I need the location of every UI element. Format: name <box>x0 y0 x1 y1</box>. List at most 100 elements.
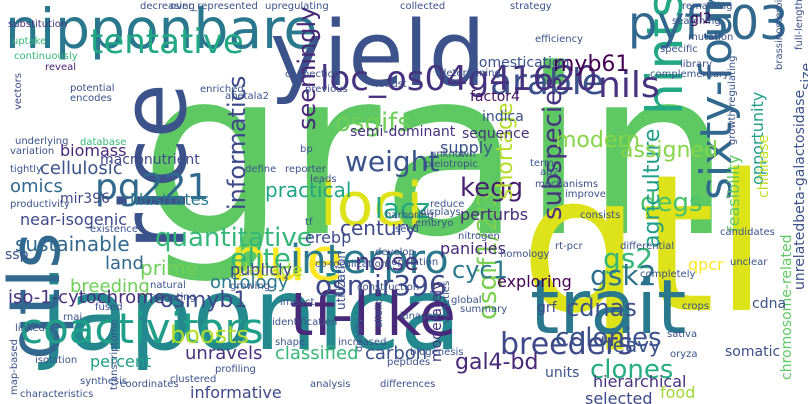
word-library: library <box>680 59 713 70</box>
word-osmir396: osmir396 <box>315 269 447 302</box>
word-japonica: japonica <box>40 256 462 373</box>
word-develop: develop <box>375 247 415 258</box>
word-construction: construction <box>357 282 420 293</box>
word-nipponbare: nipponbare <box>5 0 318 61</box>
word-apetala2: apetala2 <box>225 91 269 102</box>
word-variation: variation <box>10 146 55 157</box>
word-qtl: qtl <box>520 134 768 355</box>
word-isolation: isolation <box>35 355 78 366</box>
word-global: global <box>451 295 482 306</box>
word-synthesis: synthesis <box>80 376 128 387</box>
word-efficiency: efficiency <box>535 34 584 45</box>
word-coactivitors: coactivitors <box>20 304 264 353</box>
word-sequence: sequence <box>462 126 530 142</box>
word-iso-1-cytochrome: iso-1-cytochrome <box>8 287 165 308</box>
word-differential: differential <box>620 241 675 252</box>
word-completely: completely <box>640 269 696 280</box>
word-interpro: interpro <box>290 237 449 283</box>
word-bp: bp <box>300 144 313 155</box>
word-reporter: reporter <box>285 164 326 175</box>
word-osgifs: osgifs <box>335 108 411 138</box>
word-noise: noise <box>355 248 419 276</box>
word-cellulosic: cellulosic <box>40 158 123 179</box>
word-tf: tf <box>305 217 313 228</box>
word-pg221: pg221 <box>95 167 210 208</box>
word-grain: grain <box>140 21 732 288</box>
word-food: food <box>660 383 696 402</box>
word-oryza: oryza <box>670 349 698 360</box>
word-breeders: breeders <box>500 327 634 362</box>
word-percent: percent <box>90 352 152 371</box>
word-targeting: targeting <box>150 292 196 303</box>
word-growing: growing <box>230 281 270 292</box>
word-unknown: unknown <box>430 149 476 160</box>
word-reveal: reveal <box>45 62 77 73</box>
word-decade: decade <box>237 260 303 281</box>
word-gl2: gl2 <box>690 11 712 27</box>
word-specific: specific <box>660 44 698 55</box>
word-selected: selected <box>585 389 653 404</box>
word-differences: differences <box>380 379 436 390</box>
word-shape: shape <box>275 337 306 348</box>
word-term: term <box>530 158 554 169</box>
word-clones: clones <box>590 355 674 385</box>
word-mechanisms: mechanisms <box>535 179 599 190</box>
word-nils: nils <box>598 65 660 106</box>
word-feasibility: feasibility <box>724 154 743 232</box>
word-crops: crops <box>682 301 710 312</box>
word-elite: elite <box>230 242 291 275</box>
word-clustered: clustered <box>170 374 217 385</box>
word-coordinates: coordinates <box>120 379 179 390</box>
word-cyc1: cyc1 <box>452 256 508 284</box>
word-kegg: kegg <box>460 173 524 203</box>
word-productivity: productivity <box>10 199 70 210</box>
word-potential: potential <box>70 83 115 94</box>
word-searching: searching <box>672 16 721 27</box>
word-sustainable: sustainable <box>15 232 130 256</box>
word-consists: consists <box>580 210 621 221</box>
word-qpcr: qpcr <box>688 255 724 274</box>
word-supply: supply <box>440 138 493 157</box>
word-heavy: heavy <box>600 333 661 357</box>
word-colonies: colonies <box>555 323 662 353</box>
word-upregulating: upregulating <box>265 1 329 12</box>
word-unclear: unclear <box>730 257 768 268</box>
word-unrelatedbeta-galactosidase: unrelatedbeta-galactosidase <box>792 89 808 290</box>
word-biogenesis: biogenesis <box>410 347 464 358</box>
word-century: century <box>340 216 417 240</box>
word-macronutrient: macronutrient <box>100 152 200 168</box>
word-map-based: map-based <box>9 338 20 395</box>
word-continuously: continuously <box>14 51 78 62</box>
word-encodes: encodes <box>70 93 112 104</box>
word-growth-regulating: growth-regulating <box>727 55 738 145</box>
word-identification: identification <box>272 317 338 328</box>
word-co-localization: co-localization <box>315 259 388 270</box>
word-brassinosteroid: brassinosteroid <box>774 0 785 70</box>
word-remaining: remaining <box>682 1 733 12</box>
word-omics: omics <box>10 176 63 197</box>
word-pyf503: pyf503 <box>628 0 789 50</box>
word-weight: weight <box>345 145 440 178</box>
word-near-isogenic: near-isogenic <box>20 210 128 229</box>
word-embryo: embryo <box>415 218 454 229</box>
word-indica: indica <box>482 109 524 125</box>
word-vectors: vectors <box>13 73 24 110</box>
word-reduce: reduce <box>430 199 465 210</box>
word-homology: homology <box>500 249 550 260</box>
word-analysis: analysis <box>310 379 351 390</box>
word-decreasing: decreasing <box>140 1 195 12</box>
word-osmyb1: osmyb1 <box>160 288 248 313</box>
word-uptake: uptake <box>12 36 47 47</box>
word-nitrogen: nitrogen <box>458 231 500 242</box>
word-previous: previous <box>305 84 348 95</box>
word-define: define <box>245 164 277 175</box>
word-over-represented: over_represented <box>170 1 258 12</box>
word-exploring: exploring <box>497 272 572 291</box>
word-mir396: mir396 <box>60 191 111 207</box>
word-assigned: assigned <box>620 138 718 163</box>
word-tightly: tightly <box>10 164 43 175</box>
word-arable: arable <box>490 62 604 103</box>
word-grf: grf <box>537 300 557 316</box>
word-factor4: factor4 <box>470 89 520 105</box>
word-informative: informative <box>190 383 282 402</box>
